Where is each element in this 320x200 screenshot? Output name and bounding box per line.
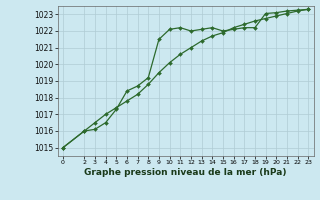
X-axis label: Graphe pression niveau de la mer (hPa): Graphe pression niveau de la mer (hPa) bbox=[84, 168, 287, 177]
